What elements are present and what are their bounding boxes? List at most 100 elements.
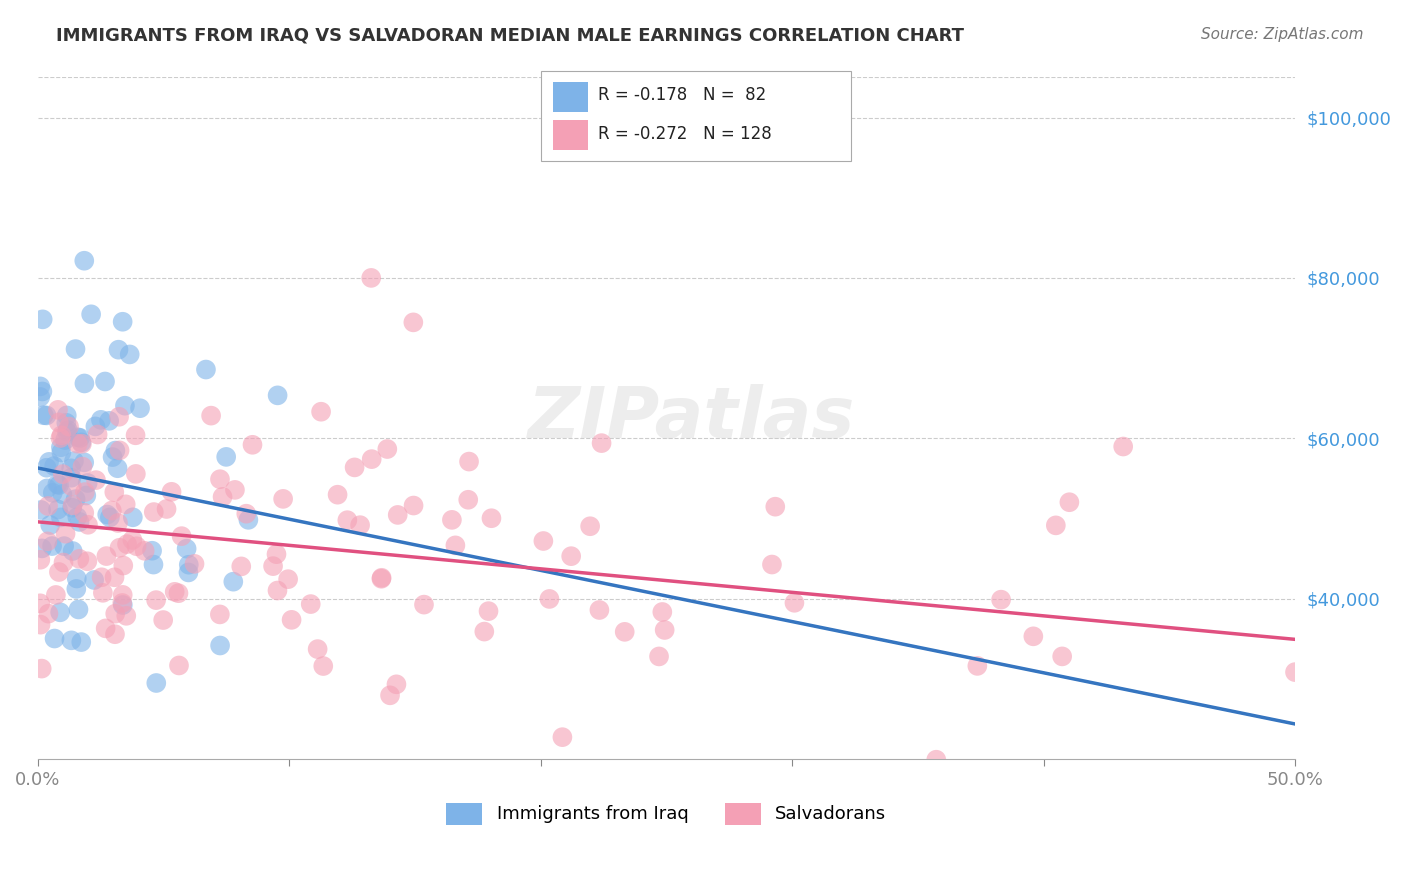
Immigrants from Iraq [38,455,60,469]
Salvadorans [37,534,59,549]
Salvadorans [326,488,349,502]
Text: R = -0.272   N = 128: R = -0.272 N = 128 [598,125,772,143]
Salvadorans [30,553,52,567]
Salvadorans [30,596,52,610]
Salvadorans [458,454,481,468]
Immigrants from Iraq [73,253,96,268]
Immigrants from Iraq [65,342,87,356]
Immigrants from Iraq [73,376,96,391]
Salvadorans [925,753,948,767]
Salvadorans [49,431,72,445]
Immigrants from Iraq [51,445,73,459]
Immigrants from Iraq [75,489,97,503]
Salvadorans [152,613,174,627]
Salvadorans [115,608,138,623]
Salvadorans [271,491,294,506]
Salvadorans [167,658,190,673]
Salvadorans [1022,629,1045,643]
Immigrants from Iraq [111,315,134,329]
Text: ZIPatlas: ZIPatlas [527,384,855,453]
Salvadorans [55,526,77,541]
Salvadorans [58,419,80,434]
Salvadorans [107,516,129,530]
Salvadorans [783,596,806,610]
Salvadorans [309,405,332,419]
Salvadorans [370,571,392,585]
Salvadorans [121,533,143,547]
Salvadorans [208,607,231,622]
Salvadorans [114,497,136,511]
Salvadorans [538,591,561,606]
Immigrants from Iraq [69,515,91,529]
Salvadorans [145,593,167,607]
Salvadorans [349,518,371,533]
Salvadorans [183,557,205,571]
Salvadorans [551,730,574,744]
Salvadorans [170,529,193,543]
Salvadorans [588,603,610,617]
Immigrants from Iraq [83,573,105,587]
Salvadorans [211,490,233,504]
Immigrants from Iraq [30,503,52,517]
Immigrants from Iraq [56,423,79,437]
Salvadorans [125,467,148,481]
Immigrants from Iraq [55,409,77,423]
Salvadorans [70,436,93,450]
Immigrants from Iraq [46,502,69,516]
Immigrants from Iraq [111,598,134,612]
Salvadorans [45,588,67,602]
Immigrants from Iraq [60,461,83,475]
Immigrants from Iraq [62,544,84,558]
Salvadorans [124,428,146,442]
Salvadorans [31,662,53,676]
Immigrants from Iraq [177,566,200,580]
Immigrants from Iraq [176,541,198,556]
Immigrants from Iraq [107,461,129,475]
Legend: Immigrants from Iraq, Salvadorans: Immigrants from Iraq, Salvadorans [439,796,894,831]
Salvadorans [613,624,636,639]
Immigrants from Iraq [44,458,66,473]
Immigrants from Iraq [42,485,65,500]
Immigrants from Iraq [55,416,77,430]
Salvadorans [444,538,467,552]
Salvadorans [51,428,73,442]
Salvadorans [1050,649,1073,664]
Immigrants from Iraq [60,500,83,515]
Immigrants from Iraq [194,362,217,376]
Immigrants from Iraq [76,475,98,490]
Salvadorans [108,541,131,555]
Salvadorans [360,271,382,285]
Immigrants from Iraq [30,379,52,393]
Immigrants from Iraq [114,399,136,413]
Salvadorans [763,500,786,514]
Salvadorans [111,588,134,602]
Salvadorans [73,485,96,500]
Salvadorans [299,597,322,611]
Immigrants from Iraq [63,454,86,468]
Immigrants from Iraq [31,384,53,399]
Immigrants from Iraq [209,639,232,653]
Salvadorans [37,607,59,621]
Salvadorans [402,315,425,329]
Immigrants from Iraq [67,602,90,616]
Salvadorans [30,617,52,632]
Salvadorans [385,677,408,691]
Text: Source: ZipAtlas.com: Source: ZipAtlas.com [1201,27,1364,42]
Immigrants from Iraq [53,433,76,447]
Salvadorans [60,479,83,493]
Immigrants from Iraq [121,510,143,524]
Immigrants from Iraq [94,375,117,389]
Salvadorans [208,472,231,486]
Salvadorans [115,537,138,551]
Immigrants from Iraq [48,478,70,492]
Immigrants from Iraq [98,510,121,524]
Immigrants from Iraq [49,605,72,619]
Immigrants from Iraq [222,574,245,589]
Immigrants from Iraq [53,539,76,553]
Salvadorans [266,547,288,561]
Salvadorans [1045,518,1067,533]
Salvadorans [413,598,436,612]
Immigrants from Iraq [177,558,200,572]
Immigrants from Iraq [96,508,118,522]
Immigrants from Iraq [101,450,124,464]
